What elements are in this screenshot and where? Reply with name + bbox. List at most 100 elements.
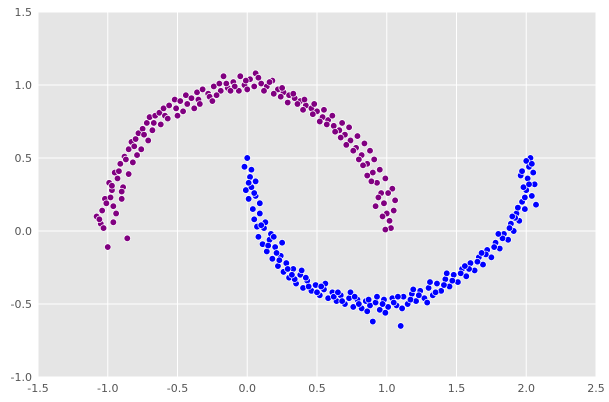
scatter-point-series-2 bbox=[250, 215, 258, 223]
scatter-point-series-1 bbox=[108, 182, 116, 190]
scatter-point-series-2 bbox=[518, 167, 526, 175]
scatter-point-series-1 bbox=[388, 185, 396, 193]
scatter-point-series-2 bbox=[243, 154, 251, 162]
scatter-point-series-2 bbox=[364, 295, 373, 304]
scatter-point-series-1 bbox=[236, 72, 244, 80]
scatter-point-series-1 bbox=[144, 136, 152, 145]
scatter-point-series-2 bbox=[440, 281, 448, 289]
scatter-point-series-1 bbox=[316, 117, 324, 126]
x-axis-tick-labels: -1.5 -1.0 -0.5 0.0 0.5 1.0 1.5 2.0 2.5 bbox=[27, 382, 604, 395]
scatter-point-series-1 bbox=[360, 139, 369, 148]
scatter-point-series-2 bbox=[351, 293, 359, 301]
scatter-point-series-1 bbox=[164, 114, 172, 123]
scatter-point-series-2 bbox=[268, 255, 277, 263]
scatter-point-series-1 bbox=[235, 87, 243, 95]
grid-lines bbox=[37, 11, 597, 378]
scatter-point-series-2 bbox=[369, 317, 377, 326]
scatter-point-series-2 bbox=[398, 304, 406, 313]
scatter-point-series-1 bbox=[277, 93, 285, 101]
scatter-point-series-2 bbox=[462, 272, 470, 280]
scatter-point-series-2 bbox=[256, 199, 264, 207]
scatter-point-series-2 bbox=[528, 192, 536, 200]
scatter-point-series-2 bbox=[330, 293, 338, 301]
scatter-point-series-1 bbox=[155, 109, 164, 117]
scatter-point-series-2 bbox=[376, 306, 384, 314]
scatter-point-series-2 bbox=[521, 205, 529, 213]
data-points bbox=[92, 69, 540, 330]
scatter-point-series-2 bbox=[242, 186, 250, 194]
y-tick-label: 1.0 bbox=[15, 79, 33, 92]
scatter-point-series-2 bbox=[298, 266, 306, 275]
scatter-point-series-1 bbox=[289, 90, 297, 98]
scatter-point-series-2 bbox=[532, 201, 540, 209]
scatter-point-series-1 bbox=[310, 100, 318, 108]
scatter-point-series-1 bbox=[140, 130, 148, 139]
scatter-point-series-1 bbox=[260, 87, 268, 95]
scatter-point-series-1 bbox=[125, 170, 133, 178]
scatter-point-series-2 bbox=[508, 212, 516, 221]
scatter-point-series-2 bbox=[244, 195, 253, 203]
scatter-point-series-1 bbox=[143, 119, 151, 127]
scatter-point-series-2 bbox=[284, 265, 292, 273]
scatter-point-series-2 bbox=[250, 189, 258, 197]
scatter-point-series-2 bbox=[346, 288, 355, 296]
scatter-point-series-1 bbox=[190, 104, 198, 113]
scatter-point-series-1 bbox=[384, 189, 392, 197]
scatter-point-series-1 bbox=[212, 91, 221, 99]
scatter-point-series-1 bbox=[380, 199, 388, 207]
scatter-point-series-2 bbox=[487, 253, 496, 261]
scatter-point-series-1 bbox=[278, 84, 286, 92]
scatter-point-series-1 bbox=[104, 243, 112, 251]
scatter-point-series-2 bbox=[505, 224, 514, 232]
scatter-point-series-1 bbox=[390, 206, 398, 215]
scatter-point-series-2 bbox=[433, 279, 441, 288]
scatter-point-series-2 bbox=[498, 234, 507, 242]
scatter-point-series-1 bbox=[183, 100, 191, 108]
scatter-point-series-2 bbox=[313, 288, 321, 296]
x-tick-label: 0.0 bbox=[239, 382, 257, 395]
scatter-point-series-1 bbox=[98, 206, 106, 215]
scatter-point-series-1 bbox=[222, 79, 230, 88]
scatter-point-series-2 bbox=[257, 221, 265, 229]
scatter-point-series-2 bbox=[381, 309, 390, 317]
y-tick-label: -0.5 bbox=[11, 298, 32, 311]
scatter-point-series-2 bbox=[528, 160, 536, 168]
scatter-point-series-2 bbox=[431, 288, 440, 296]
scatter-point-series-2 bbox=[251, 177, 260, 186]
scatter-point-series-1 bbox=[129, 158, 137, 167]
scatter-point-series-2 bbox=[270, 233, 278, 241]
y-tick-label: -1.0 bbox=[11, 371, 32, 384]
scatter-point-series-1 bbox=[130, 142, 138, 150]
scatter-point-series-2 bbox=[494, 230, 503, 238]
scatter-point-series-1 bbox=[106, 193, 115, 202]
x-tick-label: 1.5 bbox=[448, 382, 466, 395]
scatter-point-series-2 bbox=[302, 274, 310, 282]
scatter-point-series-2 bbox=[477, 249, 486, 257]
scatter-point-series-2 bbox=[443, 269, 451, 277]
scatter-point-series-2 bbox=[249, 205, 257, 213]
scatter-point-series-2 bbox=[397, 322, 405, 330]
scatter-point-series-1 bbox=[353, 132, 362, 140]
scatter-point-series-1 bbox=[176, 97, 184, 105]
scatter-point-series-1 bbox=[369, 168, 377, 177]
scatter-point-series-1 bbox=[115, 167, 123, 175]
scatter-point-series-1 bbox=[363, 171, 371, 180]
scatter-point-series-1 bbox=[173, 112, 182, 120]
scatter-point-series-2 bbox=[409, 285, 417, 294]
scatter-point-series-2 bbox=[461, 262, 469, 270]
scatter-point-series-2 bbox=[355, 300, 363, 308]
scatter-point-series-1 bbox=[231, 82, 239, 91]
x-tick-label: 2.0 bbox=[518, 382, 536, 395]
scatter-point-series-1 bbox=[208, 97, 217, 105]
scatter-point-series-1 bbox=[331, 128, 339, 136]
scatter-point-series-2 bbox=[529, 168, 537, 177]
scatter-point-series-1 bbox=[300, 95, 309, 104]
y-tick-label: 0.5 bbox=[15, 152, 33, 165]
scatter-point-series-1 bbox=[131, 135, 140, 143]
scatter-point-series-1 bbox=[378, 212, 387, 221]
scatter-point-series-2 bbox=[256, 209, 264, 218]
scatter-point-series-1 bbox=[226, 87, 235, 95]
scatter-point-series-1 bbox=[159, 104, 168, 113]
scatter-point-series-2 bbox=[275, 256, 283, 264]
scatter-point-series-1 bbox=[374, 193, 383, 202]
